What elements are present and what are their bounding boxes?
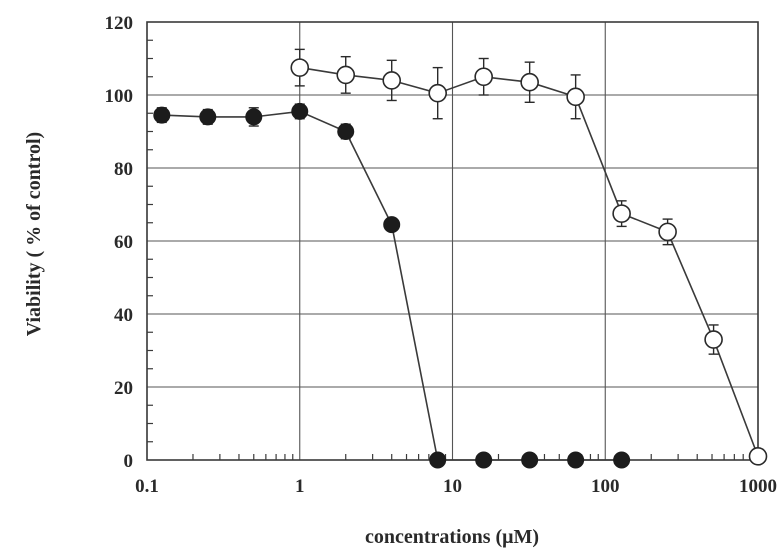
data-point xyxy=(567,451,585,469)
x-tick-label: 1000 xyxy=(739,476,777,497)
data-point xyxy=(566,87,585,107)
series-1-filled-circle xyxy=(153,102,631,469)
minor-ticks xyxy=(147,39,752,460)
data-point xyxy=(521,451,539,469)
data-point xyxy=(336,65,356,85)
data-point xyxy=(382,71,402,90)
data-point xyxy=(475,451,493,469)
data-point xyxy=(245,108,263,126)
y-tick-label: 0 xyxy=(124,451,134,472)
data-point xyxy=(153,106,171,124)
y-tick-label: 60 xyxy=(114,232,133,253)
y-tick-label: 20 xyxy=(114,378,133,399)
data-point xyxy=(704,330,723,349)
data-point xyxy=(613,451,631,469)
data-point xyxy=(429,451,447,469)
data-point xyxy=(290,58,310,77)
x-axis-label: concentrations (μM) xyxy=(365,526,539,548)
data-point xyxy=(474,67,493,87)
data-point xyxy=(383,216,401,234)
y-tick-label: 80 xyxy=(114,159,133,180)
data-point xyxy=(199,108,217,126)
data-point xyxy=(658,222,677,242)
data-point xyxy=(612,204,631,223)
x-tick-label: 10 xyxy=(443,476,462,497)
data-series xyxy=(153,48,768,469)
data-point xyxy=(748,447,768,466)
series-line xyxy=(161,110,622,461)
y-tick-label: 100 xyxy=(105,86,134,107)
y-tick-label: 40 xyxy=(114,305,133,326)
data-point xyxy=(520,72,539,92)
x-tick-label: 1 xyxy=(295,476,305,497)
y-tick-label: 120 xyxy=(105,13,134,34)
y-axis-label: Viability ( % of control) xyxy=(23,132,45,336)
x-tick-labels: 0.1 1 10 100 1000 xyxy=(135,476,777,497)
data-point xyxy=(291,102,309,120)
series-line xyxy=(299,66,759,457)
data-point xyxy=(337,123,355,140)
data-point xyxy=(428,83,447,103)
series-2-open-circle xyxy=(290,48,768,466)
x-tick-label: 0.1 xyxy=(135,476,159,497)
y-tick-labels: 0 20 40 60 80 100 120 xyxy=(105,13,134,472)
x-tick-label: 100 xyxy=(591,476,620,497)
